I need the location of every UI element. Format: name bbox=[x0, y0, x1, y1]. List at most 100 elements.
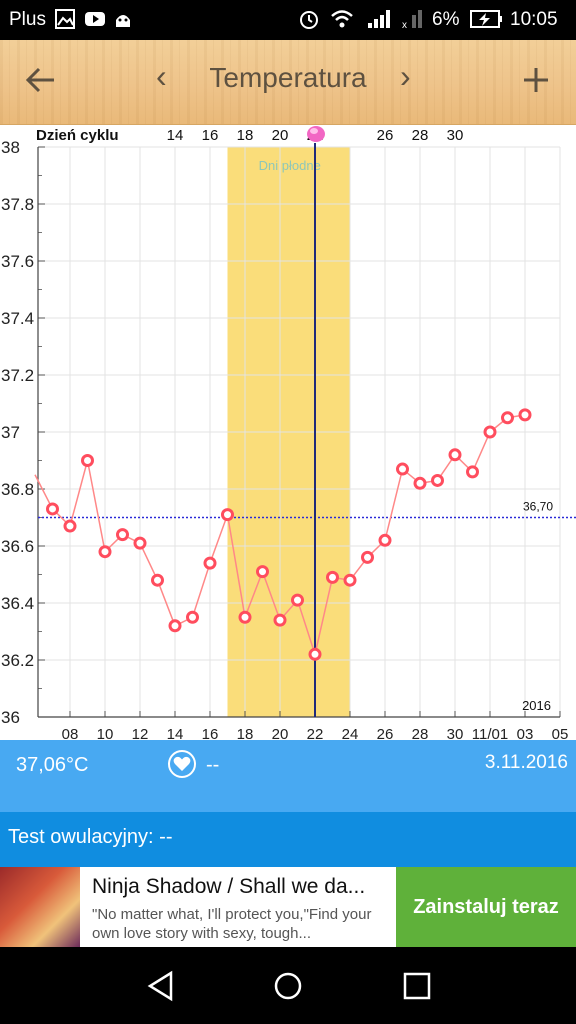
cycle-day-tick: 18 bbox=[237, 127, 254, 144]
temperature-chart[interactable]: 36 36.2 36.4 36.6 36.8 37 37.2 37.4 37.6 37.8 38 08… bbox=[0, 124, 576, 740]
x-tick-label: 05 bbox=[552, 726, 569, 740]
cycle-day-tick: 28 bbox=[412, 127, 429, 144]
y-tick-label: 36 bbox=[1, 708, 20, 727]
cycle-day-tick: 30 bbox=[447, 127, 464, 144]
temperature-point[interactable] bbox=[238, 610, 252, 624]
ovulation-test-row[interactable]: Test owulacyjny: -- bbox=[0, 812, 576, 867]
x-tick-label: 03 bbox=[517, 726, 534, 740]
heart-icon bbox=[173, 756, 191, 771]
temperature-point[interactable] bbox=[186, 610, 199, 624]
temperature-point[interactable] bbox=[151, 573, 164, 587]
temperature-point[interactable] bbox=[256, 565, 269, 579]
temperature-point[interactable] bbox=[81, 454, 94, 467]
y-tick-label: 36.2 bbox=[1, 651, 34, 670]
ad-image[interactable] bbox=[0, 867, 80, 947]
plus-icon[interactable] bbox=[522, 66, 550, 94]
temperature-point[interactable] bbox=[343, 573, 357, 587]
x-tick-label: 24 bbox=[342, 726, 359, 740]
x-tick-label: 22 bbox=[307, 726, 324, 740]
y-tick-label: 37.8 bbox=[1, 195, 34, 214]
temperature-point[interactable] bbox=[361, 550, 374, 564]
cycle-day-tick: 26 bbox=[377, 127, 394, 144]
android-icon bbox=[116, 15, 130, 27]
alarm-icon bbox=[300, 11, 318, 29]
x-tick-label: 18 bbox=[237, 726, 254, 740]
temperature-point[interactable] bbox=[431, 473, 444, 487]
temperature-point[interactable] bbox=[326, 570, 339, 584]
y-tick-label: 38 bbox=[1, 138, 20, 157]
x-tick-label: 11/01 bbox=[472, 726, 508, 740]
y-tick-label: 37.6 bbox=[1, 252, 34, 271]
temperature-point[interactable] bbox=[466, 465, 479, 479]
heart-value: -- bbox=[206, 754, 220, 776]
selected-date: 3.11.2016 bbox=[484, 752, 568, 773]
fertile-window-label: Dni płodne bbox=[259, 158, 321, 173]
x-tick-label: 20 bbox=[272, 726, 289, 740]
ad-banner[interactable]: Ninja Shadow / Shall we da... "No matter… bbox=[0, 867, 576, 947]
temperature-point[interactable] bbox=[98, 545, 112, 559]
signal-icon bbox=[368, 10, 390, 28]
temperature-point[interactable] bbox=[483, 425, 497, 439]
temperature-point[interactable] bbox=[168, 619, 182, 633]
signal-icon: x bbox=[402, 10, 422, 30]
cycle-day-tick: 20 bbox=[272, 127, 289, 144]
prev-month-button[interactable]: ‹ bbox=[156, 58, 167, 94]
year-label: 2016 bbox=[522, 698, 551, 713]
carrier-label: Plus bbox=[9, 9, 46, 30]
x-tick-label: 28 bbox=[412, 726, 429, 740]
back-arrow-icon[interactable] bbox=[24, 66, 56, 94]
y-tick-label: 36.4 bbox=[1, 594, 34, 613]
temperature-point[interactable] bbox=[518, 408, 532, 422]
temperature-point[interactable] bbox=[308, 647, 322, 661]
temperature-point[interactable] bbox=[501, 411, 514, 425]
svg-text:x: x bbox=[402, 20, 407, 30]
x-tick-label: 10 bbox=[97, 726, 114, 740]
next-month-button[interactable]: › bbox=[400, 58, 411, 94]
ad-description: "No matter what, I'll protect you,"Find … bbox=[92, 906, 372, 942]
y-tick-label: 37.4 bbox=[1, 309, 34, 328]
cycle-day-tick: 16 bbox=[202, 127, 219, 144]
youtube-icon bbox=[85, 12, 105, 26]
coverline-label: 36,70 bbox=[523, 500, 553, 514]
wifi-icon bbox=[331, 10, 353, 28]
app-header: ‹ Temperatura › bbox=[0, 40, 576, 125]
temperature-point[interactable] bbox=[396, 462, 409, 476]
temperature-point[interactable] bbox=[273, 613, 287, 627]
image-icon bbox=[55, 9, 75, 29]
ovulation-marker-icon bbox=[307, 126, 325, 142]
heart-button[interactable] bbox=[168, 750, 196, 778]
status-bar: Plus x 6% 10:05 bbox=[0, 0, 576, 40]
info-panel: 37,06°C -- 3.11.2016 bbox=[0, 740, 576, 812]
page-title: Temperatura bbox=[209, 62, 367, 93]
temperature-point[interactable] bbox=[116, 528, 129, 542]
temperature-point[interactable] bbox=[133, 536, 147, 550]
x-tick-label: 12 bbox=[132, 726, 149, 740]
temperature-point[interactable] bbox=[448, 448, 462, 462]
y-tick-label: 37.2 bbox=[1, 366, 34, 385]
temperature-point[interactable] bbox=[378, 533, 392, 547]
clock: 10:05 bbox=[510, 9, 558, 30]
temperature-point[interactable] bbox=[221, 508, 234, 522]
nav-home-icon[interactable] bbox=[272, 970, 304, 1002]
x-tick-label: 14 bbox=[167, 726, 184, 740]
ovulation-marker-highlight bbox=[310, 128, 318, 134]
x-tick-label: 08 bbox=[62, 726, 79, 740]
cycle-day-tick: 14 bbox=[167, 127, 184, 144]
temperature-point[interactable] bbox=[291, 593, 304, 607]
y-tick-label: 36.6 bbox=[1, 537, 34, 556]
temperature-point[interactable] bbox=[46, 502, 59, 516]
ovulation-test-label: Test owulacyjny: -- bbox=[8, 826, 173, 848]
temperature-point[interactable] bbox=[63, 519, 77, 533]
ad-title[interactable]: Ninja Shadow / Shall we da... bbox=[92, 875, 366, 898]
y-tick-label: 36.8 bbox=[1, 480, 34, 499]
ad-install-button[interactable]: Zainstaluj teraz bbox=[396, 867, 576, 947]
nav-back-icon[interactable] bbox=[145, 970, 177, 1002]
battery-percent: 6% bbox=[432, 9, 460, 30]
x-tick-label: 30 bbox=[447, 726, 464, 740]
temperature-value: 37,06°C bbox=[16, 754, 89, 776]
nav-recent-icon[interactable] bbox=[401, 970, 433, 1002]
x-tick-label: 16 bbox=[202, 726, 219, 740]
temperature-point[interactable] bbox=[203, 556, 217, 570]
temperature-point[interactable] bbox=[413, 476, 427, 490]
y-tick-label: 37 bbox=[1, 423, 20, 442]
